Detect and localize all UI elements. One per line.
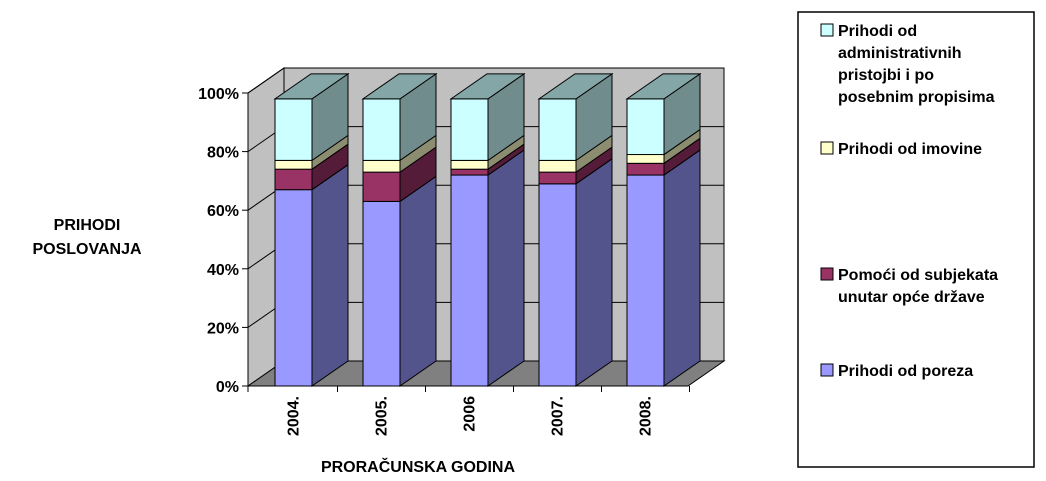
bar-segment <box>538 171 577 185</box>
y-tick-label: 100% <box>198 86 239 103</box>
bar-top <box>537 73 614 100</box>
bar-segment <box>274 168 313 191</box>
x-tick-label: 2006 <box>462 396 479 432</box>
bar-segment-side <box>399 175 437 387</box>
bar-segment <box>274 159 313 170</box>
y-tick-label: 20% <box>207 320 239 337</box>
x-tick-label: 2007. <box>550 396 567 436</box>
legend-label: administrativnih <box>838 45 962 62</box>
bar-top <box>273 73 350 100</box>
bar-segment <box>450 168 489 176</box>
bar-segment <box>362 200 401 387</box>
gridline-side <box>247 67 285 94</box>
legend-box <box>797 11 1035 468</box>
bar-segment <box>626 98 665 156</box>
bar-top <box>625 73 702 100</box>
bar-top <box>449 73 526 100</box>
legend-swatch <box>820 363 834 377</box>
bar-segment <box>362 159 401 173</box>
y-tick-label: 40% <box>207 262 239 279</box>
x-axis-title: PRORAČUNSKA GODINA <box>321 457 516 476</box>
y-axis-title: PRIHODI <box>54 217 121 234</box>
y-axis-title: POSLOVANJA <box>32 241 142 258</box>
legend-label: Prihodi od poreza <box>838 363 973 380</box>
bar-segment <box>626 174 665 387</box>
bar-segment-side <box>487 149 525 387</box>
bar-segment <box>450 159 489 170</box>
y-tick-label: 60% <box>207 203 239 220</box>
legend-swatch <box>820 267 834 281</box>
bar-segment <box>538 183 577 387</box>
x-tick-label: 2004. <box>286 396 303 436</box>
legend-label: posebnim propisima <box>838 89 995 106</box>
y-tick-label: 0% <box>216 379 239 396</box>
bar-segment <box>538 159 577 173</box>
x-tick-label: 2005. <box>374 396 391 436</box>
bar-segment <box>362 98 401 161</box>
bar-segment <box>274 189 313 387</box>
bar-top <box>361 73 438 100</box>
bar-segment <box>362 171 401 202</box>
legend-swatch <box>820 23 834 37</box>
bar-segment-side <box>311 163 349 387</box>
bar-segment-side <box>575 157 613 387</box>
legend-swatch <box>820 141 834 155</box>
legend-label: unutar opće države <box>838 289 985 306</box>
bar-segment <box>274 98 313 161</box>
bar-segment <box>450 174 489 387</box>
x-tick-label: 2008. <box>638 396 655 436</box>
bar-segment <box>626 154 665 164</box>
bar-segment <box>450 98 489 161</box>
bar-segment <box>626 162 665 176</box>
y-tick-label: 80% <box>207 145 239 162</box>
legend-label: Prihodi od <box>838 23 917 40</box>
legend-label: pristojbi i po <box>838 67 934 84</box>
legend-label: Prihodi od imovine <box>838 141 982 158</box>
bar-segment <box>538 98 577 161</box>
bar-segment-side <box>663 149 701 387</box>
legend-label: Pomoći od subjekata <box>838 267 998 284</box>
